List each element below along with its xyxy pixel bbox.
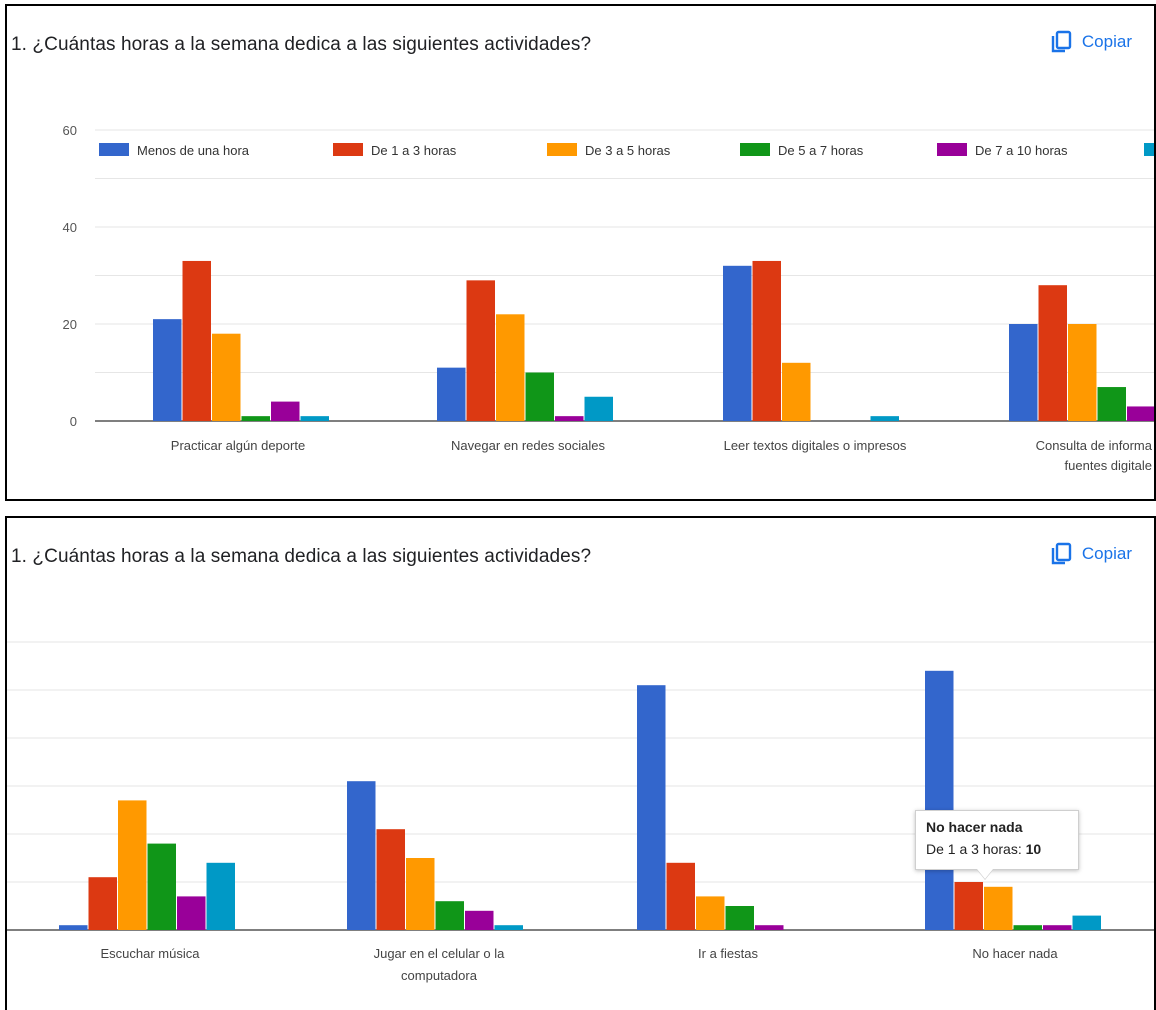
chart-panel-bottom: 1. ¿Cuántas horas a la semana dedica a l… (5, 516, 1156, 1010)
x-tick-label: Leer textos digitales o impresos (724, 438, 907, 453)
copy-icon (1050, 542, 1072, 566)
bar (752, 260, 781, 421)
bar (347, 781, 376, 930)
x-tick-label: Ir a fiestas (698, 946, 758, 961)
bar (984, 886, 1013, 930)
bar (376, 829, 405, 930)
legend-swatch (547, 143, 577, 156)
bar-chart-top: 0 20 40 60 Menos de una hora De 1 a 3 horas De… (63, 123, 1154, 473)
y-tick-label: 40 (63, 220, 77, 235)
bar (1013, 925, 1042, 930)
bar (1097, 387, 1126, 421)
x-tick-label: No hacer nada (972, 946, 1058, 961)
legend-label: De 7 a 10 horas (975, 143, 1068, 158)
tooltip-title: No hacer nada (926, 819, 1023, 835)
bar (1038, 285, 1067, 421)
chart-title: 1. ¿Cuántas horas a la semana dedica a l… (11, 546, 592, 567)
bar (1068, 324, 1097, 421)
bar (241, 416, 270, 421)
bar (147, 843, 176, 930)
chart-title: 1. ¿Cuántas horas a la semana dedica a l… (11, 34, 592, 55)
bar (88, 877, 117, 930)
bar (723, 265, 752, 421)
bar (182, 260, 211, 421)
bar (59, 925, 88, 930)
x-tick-label: Escuchar música (101, 946, 201, 961)
x-tick-label: Jugar en el celular o la (374, 946, 506, 961)
bar-tooltip: No hacer nada De 1 a 3 horas: 10 (915, 810, 1079, 870)
chart-panel-top: 1. ¿Cuántas horas a la semana dedica a l… (5, 4, 1156, 501)
legend-swatch (740, 143, 770, 156)
y-tick-label: 0 (70, 414, 77, 429)
legend-swatch (99, 143, 129, 156)
bar (1127, 406, 1154, 421)
bar (496, 314, 525, 421)
bar (584, 396, 613, 421)
bar (1009, 324, 1038, 421)
bar (206, 862, 235, 930)
y-tick-label: 60 (63, 123, 77, 138)
bar (755, 925, 784, 930)
bar (637, 685, 666, 930)
bar (782, 362, 811, 421)
bar (555, 416, 584, 421)
tooltip-value: 10 (1025, 841, 1042, 857)
bar (437, 367, 466, 421)
bar (725, 906, 754, 930)
bar-chart-bottom: Escuchar música Jugar en el celular o la c… (7, 641, 1154, 983)
copy-icon (1050, 30, 1072, 54)
bar (925, 670, 954, 930)
bar (212, 333, 241, 421)
x-tick-label: Navegar en redes sociales (451, 438, 605, 453)
bar (696, 896, 725, 930)
tooltip-row: De 1 a 3 horas: 10 (926, 841, 1068, 857)
tooltip-pointer (977, 869, 993, 879)
bar (271, 401, 300, 421)
copy-label: Copiar (1081, 32, 1132, 51)
bar (494, 925, 523, 930)
bar (406, 858, 435, 930)
x-tick-label: Consulta de informa (1036, 438, 1153, 453)
x-tick-label: Practicar algún deporte (171, 438, 305, 453)
bar (1072, 915, 1101, 930)
x-tick-label: computadora (401, 968, 478, 983)
y-tick-label: 20 (63, 317, 77, 332)
bar (118, 800, 147, 930)
copy-button[interactable]: Copiar (1050, 26, 1132, 58)
bar (435, 901, 464, 930)
bar (177, 896, 206, 930)
bar (466, 280, 495, 421)
legend-swatch (1144, 143, 1154, 156)
copy-label: Copiar (1081, 544, 1132, 563)
bar (666, 862, 695, 930)
copy-button[interactable]: Copiar (1050, 538, 1132, 570)
legend-swatch (937, 143, 967, 156)
legend-label: De 1 a 3 horas (371, 143, 457, 158)
tooltip-label: De 1 a 3 horas: (926, 841, 1022, 857)
bar (1043, 925, 1072, 930)
bar (465, 910, 494, 930)
x-tick-label: fuentes digitale (1065, 458, 1152, 473)
bar (525, 372, 554, 421)
bar (300, 416, 329, 421)
legend-swatch (333, 143, 363, 156)
legend-label: De 5 a 7 horas (778, 143, 864, 158)
bar (954, 882, 983, 930)
legend-label: De 3 a 5 horas (585, 143, 671, 158)
bar (870, 416, 899, 421)
legend-label: Menos de una hora (137, 143, 250, 158)
bar (153, 319, 182, 421)
